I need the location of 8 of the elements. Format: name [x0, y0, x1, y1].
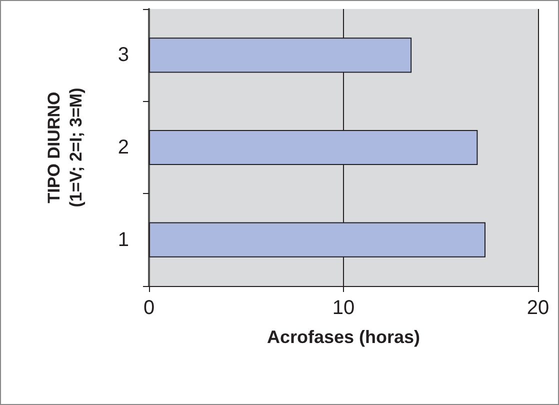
y-tick-label: 1: [118, 228, 129, 251]
y-axis-title: TIPO DIURNO (1=V; 2=I; 3=M): [44, 88, 86, 208]
x-axis-title: Acrofases (horas): [266, 327, 420, 347]
x-tick-label: 20: [526, 297, 550, 319]
x-tick-label: 0: [143, 297, 155, 319]
x-tick-label: 10: [332, 297, 355, 319]
y-tick-label: 2: [118, 136, 129, 158]
y-tick-label: 3: [118, 44, 129, 66]
